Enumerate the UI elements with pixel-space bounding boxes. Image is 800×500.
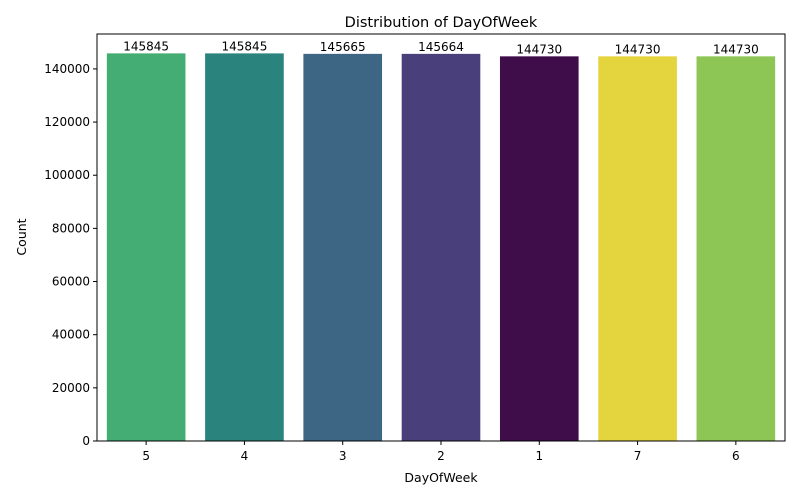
x-tick-label: 3: [339, 449, 347, 463]
bar-value-label: 144730: [713, 42, 759, 56]
plot-area-frame: [96, 33, 786, 442]
bar-day-2: [401, 53, 481, 441]
y-tick-label: 80000: [52, 221, 90, 235]
bar-day-6: [696, 56, 776, 441]
y-axis-label: Count: [14, 218, 29, 255]
x-axis-label: DayOfWeek: [404, 470, 478, 485]
bar-value-label: 145845: [222, 39, 268, 53]
bar-day-4: [205, 53, 284, 442]
y-tick-label: 20000: [52, 381, 90, 395]
y-axis-ticks: 0 20000 40000 60000 80000 100000 120000 140000: [44, 62, 97, 448]
y-tick-label: 120000: [44, 115, 90, 129]
bar-value-label: 145845: [123, 39, 169, 53]
bar-value-label: 144730: [516, 42, 562, 56]
bar-day-3: [303, 53, 383, 442]
x-axis-ticks: 5 4 3 2 1 7 6: [142, 441, 740, 463]
x-tick-label: 6: [732, 449, 740, 463]
x-tick-label: 2: [437, 449, 445, 463]
x-tick-label: 4: [241, 449, 249, 463]
bar-day-1: [499, 56, 579, 441]
bar-value-label: 145664: [418, 40, 464, 54]
chart-title: Distribution of DayOfWeek: [345, 15, 538, 31]
x-tick-label: 5: [142, 449, 150, 463]
y-tick-label: 100000: [44, 168, 90, 182]
bars-group: [106, 53, 776, 442]
y-tick-label: 0: [82, 434, 90, 448]
y-tick-label: 40000: [52, 328, 90, 342]
bar-value-label: 145665: [320, 40, 366, 54]
x-tick-label: 7: [634, 449, 642, 463]
x-tick-label: 1: [535, 449, 543, 463]
bar-day-5: [106, 53, 186, 442]
bar-labels-group: 145845 145845 145665 145664 144730 144730 1447…: [123, 39, 759, 56]
bar-value-label: 144730: [615, 42, 661, 56]
bar-day-7: [598, 56, 677, 441]
y-tick-label: 60000: [52, 275, 90, 289]
y-tick-label: 140000: [44, 62, 90, 76]
